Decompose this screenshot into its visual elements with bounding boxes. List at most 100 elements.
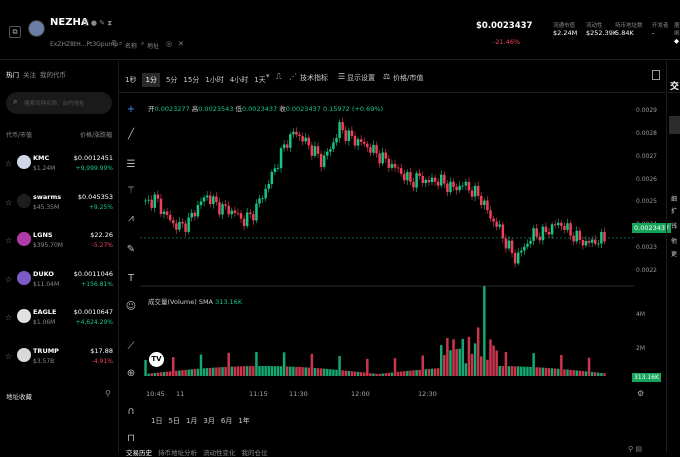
range-1[interactable]: 5日 <box>168 417 180 425</box>
range-5[interactable]: 1年 <box>238 417 250 425</box>
volume-bar <box>492 345 495 376</box>
price-chart[interactable] <box>140 93 634 385</box>
candle <box>516 252 520 264</box>
volume-bar <box>285 366 289 376</box>
settings-gear-icon[interactable]: ⚙ <box>637 389 645 398</box>
x-icon[interactable]: ✕ <box>178 40 184 48</box>
interval-5[interactable]: 4小时 <box>229 76 249 84</box>
bottom-icons[interactable]: ⚲ ▤ <box>628 445 642 453</box>
trend-line-icon[interactable]: ╱ <box>127 129 135 140</box>
text-icon[interactable]: T <box>127 273 135 284</box>
interval-0[interactable]: 1秒 <box>125 76 137 84</box>
candle <box>212 196 215 205</box>
range-2[interactable]: 1月 <box>185 417 198 425</box>
volume-bar <box>520 366 523 376</box>
candle <box>236 212 240 214</box>
fullscreen-icon[interactable] <box>652 70 660 80</box>
candle <box>375 144 378 154</box>
volume-bar <box>501 366 505 376</box>
candle <box>162 211 166 215</box>
search-input[interactable]: 搜索币种名称、合约地址 <box>24 101 85 107</box>
tab-hot[interactable]: 热门 <box>6 71 19 79</box>
token-address[interactable]: ExZHZ8tH...Pt3Gpump <box>50 41 119 48</box>
candle <box>378 153 381 164</box>
token-icons[interactable]: ⎘ ● ✎ ⧗ <box>83 19 113 27</box>
star-icon[interactable]: ☆ <box>5 313 13 322</box>
volume-bar <box>255 352 258 376</box>
fib-icon[interactable]: ⚚ <box>126 185 136 196</box>
price-tick: 0.0028 <box>636 130 657 138</box>
volume-bar <box>310 353 314 376</box>
interval-2[interactable]: 5分 <box>165 76 178 84</box>
coin-row[interactable]: ☆ swarms $45.35M $0.045353 +9.25% <box>0 188 119 224</box>
name-search-link[interactable]: 名称 <box>125 43 138 50</box>
right-panel-line-4: 他 <box>671 238 678 245</box>
bottom-tab-0[interactable]: 交易历史 <box>126 449 152 457</box>
candle <box>572 235 575 242</box>
tab-my-tokens[interactable]: 我的代币 <box>40 71 66 79</box>
filter-icon[interactable]: ⚲ <box>105 389 111 398</box>
volume-bar <box>393 358 397 376</box>
star-icon[interactable]: ☆ <box>5 274 13 284</box>
search-box[interactable]: ⌕ 搜索币种名称、合约地址 <box>6 92 112 114</box>
candle <box>322 155 326 167</box>
coin-row[interactable]: ☆ DUKO $11.04M $0.0011046 +156.81% <box>0 265 119 301</box>
star-icon[interactable]: ☆ <box>5 159 13 168</box>
website-icon[interactable]: ◎ <box>166 40 173 48</box>
coin-row[interactable]: ☆ TRUMP $3.57B $17.88 -4.91% <box>0 342 119 378</box>
bottom-tab-1[interactable]: 持币地址分析 <box>158 449 197 457</box>
bottom-tab-3[interactable]: 我的仓位 <box>241 449 268 457</box>
star-icon[interactable]: ☆ <box>5 351 13 361</box>
candle-type-icon[interactable]: ⎍ <box>276 72 282 81</box>
volume-bar <box>338 356 341 376</box>
indicators-button[interactable]: 技术指标 <box>300 74 328 82</box>
search-addr-icon[interactable]: ⌕ <box>141 40 145 47</box>
address-favorites[interactable]: 地址收藏 <box>6 393 32 401</box>
range-0[interactable]: 1日 <box>151 417 163 425</box>
volume-bar <box>267 366 270 376</box>
coin-row[interactable]: ☆ EAGLE $1.06M $0.0010647 +4,624.29% <box>0 303 119 339</box>
volume-bar <box>584 371 588 376</box>
coin-avatar <box>17 155 31 169</box>
interval-3[interactable]: 15分 <box>183 76 200 84</box>
brush-icon[interactable]: ✎ <box>126 244 136 255</box>
horizontal-lines-icon[interactable]: ☰ <box>126 159 136 170</box>
candle <box>282 144 286 149</box>
candle <box>424 179 428 184</box>
star-icon[interactable]: ☆ <box>5 197 13 207</box>
coin-row[interactable]: ☆ LGNS $395.70M $22.26 -5.27% <box>0 226 119 262</box>
candle <box>255 203 258 221</box>
bottom-tab-2[interactable]: 流动性变化 <box>203 449 236 457</box>
magnet-icon[interactable]: ∩ <box>127 406 135 417</box>
interval-6[interactable]: 1天 <box>254 76 266 84</box>
tab-follow[interactable]: 关注 <box>23 71 36 79</box>
interval-1[interactable]: 1分 <box>142 73 160 87</box>
crosshair-icon[interactable]: + <box>126 104 136 115</box>
col-price-change: 价格/涨跌幅 <box>79 132 112 139</box>
interval-4[interactable]: 1小时 <box>205 76 224 84</box>
candle <box>452 181 455 187</box>
emoji-icon[interactable]: ☺ <box>125 301 137 312</box>
pattern-icon[interactable]: ⩘ <box>128 213 134 224</box>
copy-icon[interactable]: ⎘ <box>112 40 117 47</box>
candle <box>199 201 203 206</box>
ruler-icon[interactable]: ⟋ <box>127 341 135 352</box>
candle <box>193 212 197 217</box>
expand-icon[interactable]: ⧉ <box>9 26 21 38</box>
interval-dropdown-icon[interactable]: ▾ <box>266 72 270 80</box>
right-panel-button[interactable] <box>669 116 680 134</box>
coin-price: $17.88 <box>90 346 113 355</box>
coin-row[interactable]: ☆ KMC $1.24M $0.0012451 +9,999.99% <box>0 149 119 185</box>
candle <box>590 239 594 243</box>
volume-bar <box>175 370 178 376</box>
price-mcap-toggle[interactable]: 价格/市值 <box>393 74 424 82</box>
zoom-icon[interactable]: ⊕ <box>126 368 136 379</box>
range-4[interactable]: 6月 <box>220 417 233 425</box>
search-name-icon[interactable]: ⌕ <box>119 40 123 47</box>
display-settings-button[interactable]: 显示设置 <box>347 74 375 82</box>
star-icon[interactable]: ☆ <box>5 236 13 245</box>
price-mcap-icon: ⚖ <box>383 72 391 81</box>
lock-icon[interactable]: ⊓ <box>127 433 135 444</box>
addr-search-link[interactable]: 地址 <box>147 43 160 50</box>
range-3[interactable]: 3月 <box>203 417 215 425</box>
